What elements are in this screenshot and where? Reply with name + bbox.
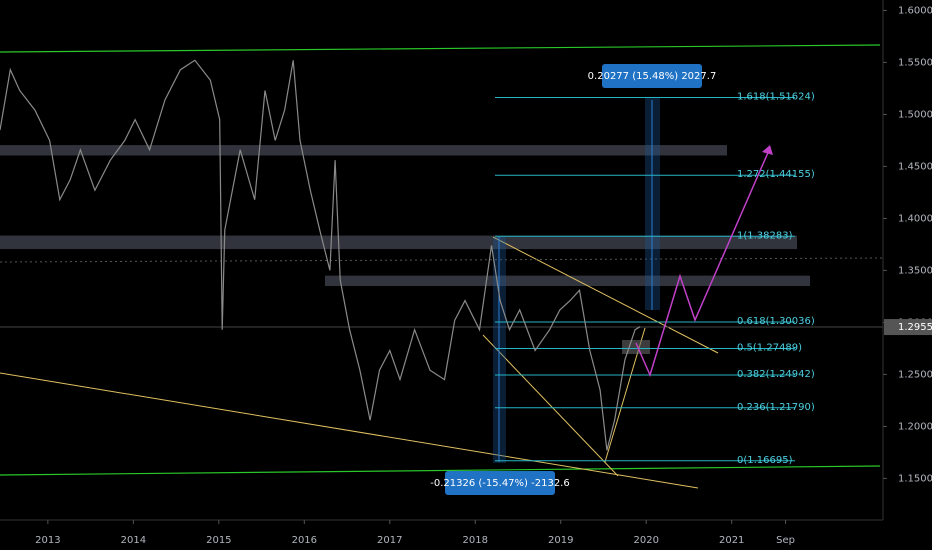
channel-top [0, 44, 881, 53]
y-tick-label: 1.25000 [898, 369, 932, 380]
x-tick-label: 2016 [292, 535, 317, 546]
x-tick-label: 2019 [548, 535, 573, 546]
fib-label: 1.618(1.51624) [737, 92, 815, 103]
last-price-label: 1.29552 [898, 322, 932, 333]
zone [325, 275, 810, 286]
x-tick-label: 2018 [463, 535, 488, 546]
zones [0, 145, 810, 286]
y-tick-label: 1.60000 [898, 5, 932, 16]
fib-label: 0.5(1.27489) [737, 343, 802, 354]
annotation-box [602, 64, 702, 88]
y-tick-label: 1.45000 [898, 161, 932, 172]
annotation: 0.20277 (15.48%) 2027.7 [588, 71, 717, 82]
fib-label: 0.382(1.24942) [737, 369, 815, 380]
y-tick-label: 1.15000 [898, 473, 932, 484]
price-line [0, 59, 641, 451]
fib-label: 1(1.38283) [737, 230, 793, 241]
x-tick-label: 2021 [719, 535, 744, 546]
y-tick-label: 1.55000 [898, 57, 932, 68]
annotation: -0.21326 (-15.47%) -2132.6 [430, 478, 569, 489]
zone [0, 235, 797, 250]
dotted-line [0, 257, 884, 263]
fib-label: 0.618(1.30036) [737, 316, 815, 327]
channel-bottom [0, 465, 881, 476]
x-tick-label: Sep [776, 535, 795, 546]
fib-label: 1.272(1.44155) [737, 169, 815, 180]
trendline [0, 372, 699, 489]
axes: 1.150001.200001.250001.300001.350001.400… [35, 5, 932, 546]
wedge-top [492, 236, 719, 354]
x-tick-label: 2020 [633, 535, 658, 546]
y-tick-label: 1.20000 [898, 421, 932, 432]
box [622, 340, 650, 354]
x-tick-label: 2015 [206, 535, 231, 546]
x-tick-label: 2014 [121, 535, 146, 546]
x-tick-label: 2013 [35, 535, 60, 546]
zone [0, 145, 727, 156]
fib-label: 0(1.16695) [737, 455, 793, 466]
projection-head [762, 145, 773, 155]
fib-label: 0.236(1.21790) [737, 402, 815, 413]
last-price-box [884, 319, 932, 336]
annotation-box [445, 471, 555, 495]
x-tick-label: 2017 [377, 535, 402, 546]
price-series [0, 59, 641, 451]
projection [635, 147, 771, 378]
wedge-bottom [482, 334, 619, 477]
y-tick-label: 1.40000 [898, 213, 932, 224]
y-tick-label: 1.35000 [898, 265, 932, 276]
fib-levels: 1.618(1.51624) 1.272(1.44155) 1(1.38283) 0.… [495, 92, 815, 466]
y-tick-label: 1.50000 [898, 109, 932, 120]
